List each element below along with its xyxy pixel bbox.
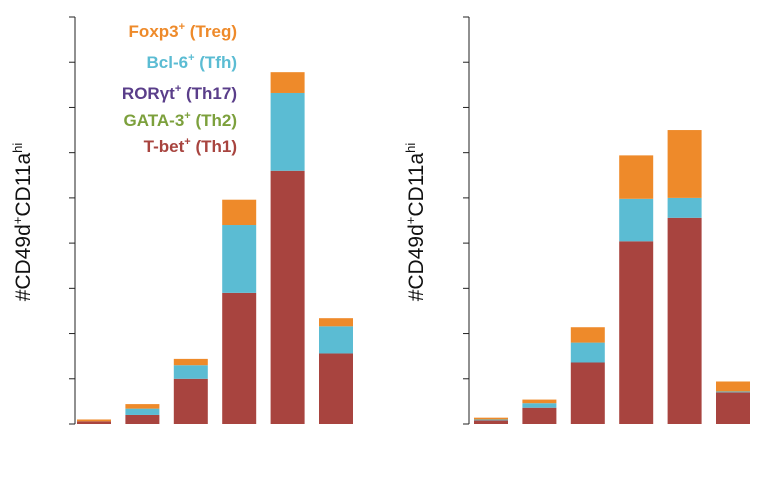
bar-treg-3: [619, 155, 654, 199]
legend-entry-main: GATA-3: [124, 111, 185, 130]
y-axis-label-part: #CD49d: [405, 224, 428, 301]
y-axis-label: #CD49d+CD11ahi: [403, 143, 428, 302]
y-axis-label-part: #CD49d: [12, 224, 35, 301]
bar-th1-5: [716, 392, 750, 424]
legend-entry-main: Bcl-6: [147, 53, 189, 72]
legend-entry-sup: +: [179, 21, 185, 33]
legend-entry-tail: (Tfh): [195, 53, 237, 72]
bar-treg-5: [716, 381, 750, 392]
bar-treg-5: [319, 318, 353, 327]
y-axis-label-sup: +: [10, 217, 25, 225]
bar-tfh-3: [222, 225, 257, 293]
legend-entry-main: RORγt: [122, 84, 175, 103]
bar-th1-3: [619, 241, 654, 424]
bar-th1-1: [125, 414, 160, 424]
bar-tfh-4: [270, 92, 305, 171]
bar-treg-3: [222, 199, 257, 226]
legend-entry-tail: (Treg): [185, 22, 237, 41]
bar-tfh-1: [522, 403, 557, 408]
bar-th1-0: [77, 421, 111, 424]
y-axis-label-sup: hi: [10, 143, 25, 153]
bar-tfh-3: [619, 198, 654, 242]
legend-entry-treg: Foxp3+ (Treg): [129, 21, 237, 41]
legend-entry-tfh: Bcl-6+ (Tfh): [147, 52, 238, 72]
y-axis-label: #CD49d+CD11ahi: [10, 143, 35, 302]
bar-tfh-4: [667, 197, 702, 218]
bar-treg-1: [125, 404, 160, 409]
bar-tfh-2: [173, 365, 208, 379]
legend-entry-sup: +: [175, 83, 181, 95]
bar-treg-4: [270, 72, 305, 93]
legend-entry-sup: +: [188, 52, 194, 64]
bar-th1-0: [474, 420, 508, 424]
bar-tfh-1: [125, 408, 160, 415]
legend-entry-tail: (Th2): [191, 111, 237, 130]
legend-entry-th2: GATA-3+ (Th2): [124, 110, 237, 130]
legend-entry-sup: +: [184, 136, 190, 148]
bar-th1-4: [270, 170, 305, 424]
bar-treg-4: [667, 130, 702, 198]
bar-th1-5: [319, 353, 353, 424]
panel-a: #CD49d+CD11ahi: [10, 16, 353, 425]
y-axis-label-part: CD11a: [405, 153, 428, 217]
legend-entry-main: Foxp3: [129, 22, 179, 41]
bar-th1-2: [173, 378, 208, 424]
bar-tfh-5: [319, 326, 353, 354]
legend-entry-tail: (Th17): [181, 84, 237, 103]
y-axis-label-part: CD11a: [12, 153, 35, 217]
bar-th1-1: [522, 407, 557, 424]
legend-entry-sup: +: [184, 110, 190, 122]
bar-th1-4: [667, 217, 702, 424]
legend: Foxp3+ (Treg)Bcl-6+ (Tfh)RORγt+ (Th17)GA…: [122, 21, 237, 156]
legend-entry-main: T-bet: [144, 137, 185, 156]
legend-entry-tail: (Th1): [191, 137, 237, 156]
bar-tfh-5: [716, 391, 750, 393]
bar-treg-0: [474, 417, 508, 420]
legend-entry-th1: T-bet+ (Th1): [144, 136, 237, 156]
bar-treg-0: [77, 419, 111, 422]
bar-th1-3: [222, 292, 257, 424]
bar-treg-1: [522, 399, 557, 404]
bar-tfh-0: [474, 419, 508, 421]
bar-treg-2: [570, 327, 605, 343]
panel-b: #CD49d+CD11ahi: [403, 16, 750, 425]
legend-entry-th17: RORγt+ (Th17): [122, 83, 237, 103]
y-axis-label-sup: hi: [403, 143, 418, 153]
bar-treg-2: [173, 358, 208, 366]
bar-tfh-2: [570, 342, 605, 363]
y-axis-label-sup: +: [403, 217, 418, 225]
bar-th1-2: [570, 362, 605, 424]
